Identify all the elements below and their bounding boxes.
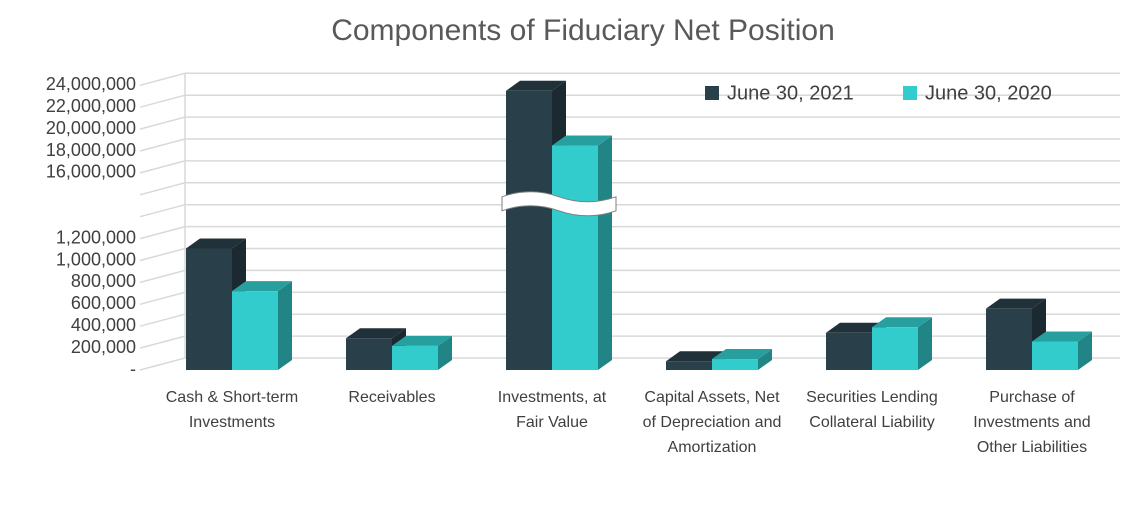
break-mark: [501, 191, 617, 217]
legend-label: June 30, 2021: [727, 82, 854, 104]
x-tick-label: Cash & Short-term Investments: [165, 389, 299, 431]
bar: [986, 308, 1032, 370]
bar-top: [986, 298, 1046, 309]
y-tick-label: 1,000,000: [56, 249, 136, 269]
bar-side: [918, 317, 932, 370]
x-tick-label-box: Purchase of Investments and Other Liabil…: [973, 389, 1091, 456]
bar: [712, 359, 758, 370]
bar-top: [826, 322, 886, 333]
bar: [346, 338, 392, 370]
chart-title: Components of Fiduciary Net Position: [331, 14, 835, 47]
y-tick-label: 24,000,000: [46, 74, 136, 94]
x-tick-label-box: Cash & Short-term Investments: [165, 389, 299, 431]
grid: -200,000400,000600,000800,0001,000,0001,…: [46, 72, 1120, 379]
y-tick-label: 800,000: [71, 271, 136, 291]
grid-line: [139, 247, 1120, 262]
y-tick-label: 1,200,000: [56, 227, 136, 247]
bar: [506, 90, 552, 371]
bar-top: [346, 328, 406, 339]
bar: [232, 291, 278, 370]
bar: [552, 145, 598, 370]
grid-line: [139, 203, 1120, 218]
bar-side: [598, 135, 612, 370]
grid-line: [139, 182, 1120, 196]
bar: [186, 248, 232, 370]
bar: [872, 327, 918, 370]
bar-side: [278, 281, 292, 370]
legend: June 30, 2021 June 30, 2020: [705, 82, 1052, 104]
bar-top: [666, 351, 726, 362]
x-tick-label: Capital Assets, Net of Depreciation and …: [642, 389, 782, 456]
y-tick-label: 600,000: [71, 293, 136, 313]
x-tick-label-box: Investments, at Fair Value: [497, 389, 607, 431]
bars: [186, 80, 1092, 371]
bar-top: [712, 349, 772, 360]
bar-side: [758, 349, 772, 370]
bar: [1032, 341, 1078, 370]
grid-line: [139, 225, 1120, 240]
x-tick-label-box: Receivables: [348, 389, 436, 406]
bar-top: [552, 135, 612, 146]
bar: [826, 332, 872, 370]
y-tick-label: 18,000,000: [46, 140, 136, 160]
x-tick-label: Receivables: [348, 389, 436, 406]
bar-top: [232, 281, 292, 292]
y-tick-label: 16,000,000: [46, 162, 136, 182]
bar-top: [186, 238, 246, 249]
bar: [666, 361, 712, 370]
legend-swatch: [705, 86, 719, 100]
x-tick-label-box: Capital Assets, Net of Depreciation and …: [642, 389, 782, 456]
x-tick-label-box: Securities Lending Collateral Liability: [806, 389, 938, 431]
y-tick-label: 20,000,000: [46, 118, 136, 138]
grid-line: [139, 138, 1120, 152]
legend-swatch: [903, 86, 917, 100]
bar-top: [1032, 331, 1092, 342]
x-tick-label: Investments, at Fair Value: [497, 389, 607, 431]
grid-line: [139, 269, 1120, 284]
y-tick-label: 400,000: [71, 315, 136, 335]
bar: [392, 345, 438, 370]
y-tick-label: 200,000: [71, 337, 136, 357]
grid-line: [139, 116, 1120, 130]
bar-top: [506, 80, 566, 91]
bar-top: [872, 317, 932, 328]
bar-side: [1078, 331, 1092, 370]
bar-top: [392, 335, 452, 346]
x-tick-label: Securities Lending Collateral Liability: [806, 389, 938, 431]
x-tick-label: Purchase of Investments and Other Liabil…: [973, 389, 1091, 456]
axis-break: [501, 191, 617, 217]
bar-side: [438, 335, 452, 370]
y-tick-label: 22,000,000: [46, 96, 136, 116]
grid-line: [139, 160, 1120, 174]
legend-label: June 30, 2020: [925, 82, 1052, 104]
y-tick-label: -: [130, 359, 136, 379]
